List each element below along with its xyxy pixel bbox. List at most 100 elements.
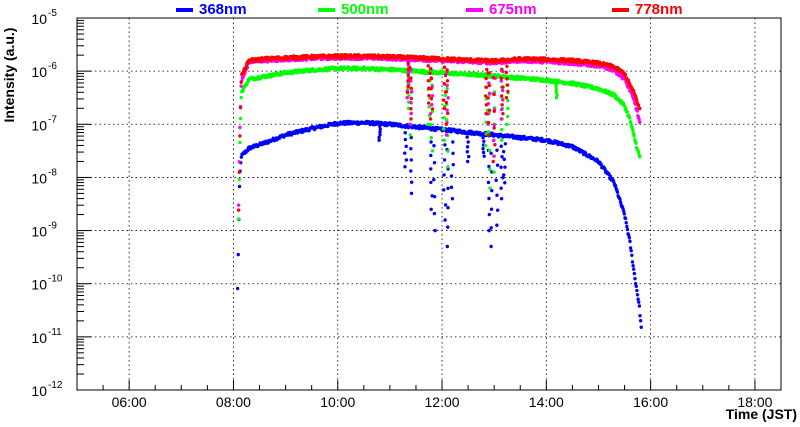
data-point: [554, 79, 558, 84]
data-point: [488, 167, 492, 172]
data-point: [499, 165, 503, 169]
data-point: [445, 57, 449, 61]
data-point: [487, 133, 491, 137]
data-point: [465, 150, 470, 154]
data-point: [489, 226, 493, 230]
legend-label: 368nm: [199, 1, 247, 18]
data-point: [451, 140, 455, 144]
data-point: [441, 98, 446, 102]
data-point: [446, 149, 450, 153]
data-point: [445, 83, 449, 88]
data-point: [408, 133, 412, 137]
data-point: [625, 224, 629, 229]
data-point: [450, 196, 455, 201]
y-tick-label: 10: [31, 11, 47, 27]
data-point: [505, 83, 510, 87]
data-point: [500, 58, 504, 63]
data-point: [429, 97, 434, 101]
data-point: [408, 122, 412, 126]
data-point: [451, 128, 455, 133]
data-point: [635, 288, 639, 293]
data-point: [432, 161, 437, 165]
data-point: [237, 184, 242, 189]
data-point: [625, 109, 629, 114]
data-point: [635, 293, 640, 297]
data-point: [637, 304, 642, 308]
data-point: [426, 64, 430, 68]
data-point: [237, 170, 241, 174]
data-point: [501, 149, 506, 154]
data-point: [406, 61, 410, 66]
data-point: [443, 93, 447, 98]
data-point: [501, 88, 505, 93]
data-point: [409, 86, 414, 91]
data-point: [446, 165, 450, 169]
data-point: [445, 79, 450, 83]
data-point: [554, 90, 559, 94]
data-point: [489, 207, 494, 211]
data-point: [443, 218, 447, 222]
data-point: [235, 286, 240, 291]
data-point: [633, 276, 637, 281]
data-point: [490, 188, 494, 193]
data-point: [492, 126, 496, 130]
data-point: [636, 103, 641, 107]
y-tick-exponent: -5: [48, 8, 57, 19]
data-point: [406, 55, 410, 60]
legend-swatch: [318, 8, 335, 12]
legend-swatch: [612, 8, 629, 12]
series-778nm: [236, 53, 642, 212]
legend-swatch: [466, 8, 483, 12]
data-point: [428, 66, 433, 71]
data-point: [491, 138, 496, 143]
data-point: [618, 200, 623, 204]
data-point: [502, 134, 506, 138]
data-point: [429, 140, 433, 144]
data-point: [426, 101, 431, 105]
data-point: [502, 173, 506, 177]
data-point: [429, 180, 433, 185]
data-point: [624, 106, 628, 111]
data-point: [451, 151, 455, 156]
data-point: [484, 103, 489, 107]
data-point: [466, 130, 470, 134]
data-point: [428, 117, 433, 121]
data-point: [445, 68, 449, 72]
data-point: [429, 136, 433, 140]
data-point: [554, 82, 558, 86]
data-point: [638, 120, 642, 124]
data-point: [487, 228, 491, 233]
data-point: [429, 76, 434, 81]
data-point: [443, 73, 448, 78]
data-point: [632, 98, 636, 102]
data-point: [429, 87, 433, 91]
data-point: [376, 121, 381, 126]
data-point: [492, 59, 497, 63]
data-point: [486, 96, 490, 100]
data-point: [444, 90, 449, 94]
data-point: [239, 80, 243, 84]
data-point: [429, 122, 433, 127]
data-point: [404, 158, 409, 162]
data-point: [599, 162, 603, 167]
data-point: [428, 71, 432, 75]
data-point: [237, 160, 241, 164]
data-point: [239, 155, 244, 159]
data-point: [622, 209, 626, 214]
x-tick-label: 06:00: [112, 394, 147, 410]
x-axis-title: Time (JST): [726, 406, 797, 422]
data-point: [503, 165, 507, 169]
y-tick-label: 10: [31, 277, 47, 293]
data-point: [488, 186, 492, 190]
data-point: [499, 94, 504, 98]
data-point: [614, 94, 618, 98]
data-point: [236, 208, 241, 212]
x-tick-label: 10:00: [320, 394, 355, 410]
legend: 368nm 500nm 675nm 778nm: [176, 1, 683, 18]
data-point: [486, 71, 490, 75]
data-point: [500, 155, 504, 159]
data-point: [499, 79, 504, 83]
data-point: [441, 127, 446, 131]
